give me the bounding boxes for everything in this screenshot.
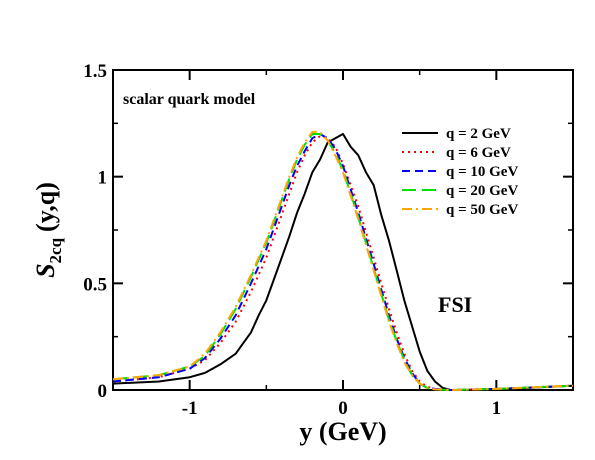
y-axis-title-sub: 2cq <box>46 237 65 263</box>
series-line <box>112 130 574 391</box>
y-axis-title: S2cq (y,q) <box>31 182 65 278</box>
legend-label: q = 20 GeV <box>446 183 518 199</box>
curves <box>112 130 574 391</box>
annotation-model: scalar quark model <box>123 91 256 108</box>
x-tick-label: 1 <box>492 398 502 419</box>
ticks: -1 0 1 0 0.5 1 1.5 <box>83 61 574 419</box>
y-tick-label: 0.5 <box>83 274 107 295</box>
y-tick-label: 0 <box>98 381 108 402</box>
plot-frame <box>112 69 574 391</box>
legend: q = 2 GeV q = 6 GeV q = 10 GeV q = 20 GeV q … <box>402 126 518 218</box>
series-line <box>112 135 574 391</box>
series-line <box>112 133 574 391</box>
legend-label: q = 10 GeV <box>446 164 518 180</box>
y-axis-title-rest: (y,q) <box>31 182 60 232</box>
legend-label: q = 50 GeV <box>446 202 518 218</box>
x-tick-label: 0 <box>338 398 348 419</box>
y-tick-label: 1.5 <box>83 61 107 82</box>
y-axis-title-main: S <box>31 263 60 277</box>
legend-label: q = 6 GeV <box>446 145 511 161</box>
legend-label: q = 2 GeV <box>446 126 511 142</box>
x-tick-label: -1 <box>182 398 198 419</box>
annotation-fsi: FSI <box>438 292 472 317</box>
y-tick-label: 1 <box>98 168 108 189</box>
x-axis-title: y (GeV) <box>299 417 386 446</box>
series-line <box>112 133 574 391</box>
